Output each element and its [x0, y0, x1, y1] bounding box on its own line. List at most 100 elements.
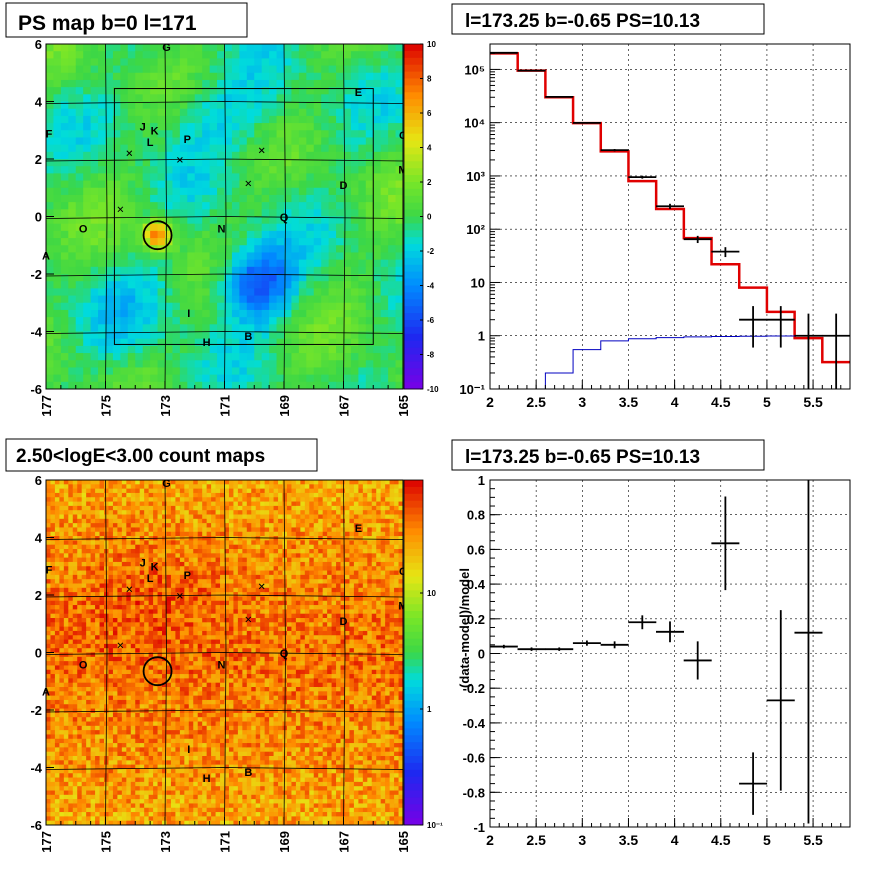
count-map-cell	[108, 531, 114, 537]
count-map-cell	[90, 553, 96, 558]
ps-map-cell	[60, 252, 69, 261]
count-map-cell	[50, 695, 56, 701]
count-map-cell	[112, 639, 118, 645]
ps-map-cell	[105, 65, 114, 74]
count-map-cell	[63, 773, 69, 778]
ps-map-cell	[254, 51, 263, 59]
count-map-cell	[184, 626, 190, 632]
ps-map-cell	[98, 65, 106, 74]
ps-map-cell	[284, 274, 292, 282]
ps-map-cell	[239, 79, 248, 88]
ps-map-cell	[187, 259, 196, 268]
ps-map-cell	[202, 223, 211, 232]
ps-map-cell	[239, 331, 248, 340]
ps-map-cell	[254, 94, 263, 102]
ps-map-cell	[165, 173, 173, 181]
count-map-cell	[86, 622, 91, 627]
count-map-cell	[72, 553, 78, 558]
count-map-cell	[54, 730, 60, 735]
count-map-cell	[175, 712, 181, 718]
ps-map-cell	[105, 266, 114, 275]
ps-map-cell	[388, 44, 396, 52]
map-grid-line	[45, 158, 404, 162]
count-map-cell	[95, 531, 100, 537]
ps-map-cell	[179, 381, 188, 390]
count-map-cell	[170, 717, 176, 722]
ps-map-cell	[373, 259, 382, 268]
ps-map-cell	[380, 123, 389, 131]
ps-map-cell	[202, 309, 211, 318]
ps-map-cell	[276, 324, 285, 332]
ps-map-cell	[209, 266, 218, 275]
count-map-cell	[121, 514, 127, 520]
count-map-cell	[86, 656, 91, 662]
ps-map-cell	[298, 252, 307, 261]
ps-map-cell	[120, 338, 129, 347]
ps-map-cell	[254, 288, 263, 296]
count-map-cell	[86, 566, 91, 571]
ps-map-cell	[90, 381, 99, 390]
ps-map-cell	[209, 216, 218, 225]
ps-map-cell	[224, 151, 233, 160]
ps-map-cell	[313, 230, 322, 239]
count-map-cell	[112, 656, 118, 662]
ps-map-cell	[373, 159, 382, 167]
ps-map-cell	[172, 317, 181, 325]
count-map-cell	[121, 682, 127, 688]
ps-map-cell	[83, 194, 92, 203]
ps-map-cell	[135, 360, 144, 368]
count-map-cell	[112, 717, 118, 722]
ps-map-cell	[380, 252, 389, 261]
ps-map-cell	[239, 223, 248, 232]
count-map-cell	[175, 812, 181, 817]
ps-map-cell	[328, 223, 337, 232]
ps-map-cell	[120, 360, 129, 368]
ps-map-cell	[276, 137, 285, 146]
ps-map-cell	[60, 288, 69, 296]
ps-map-cell	[187, 381, 196, 390]
count-map-cell	[46, 579, 51, 584]
count-map-cell	[95, 596, 100, 602]
ps-map-cell	[298, 324, 307, 332]
ps-map-cell	[336, 295, 344, 304]
count-map-cell	[144, 669, 149, 675]
count-map-cell	[153, 712, 158, 718]
ps-map-cell	[306, 166, 315, 174]
ps-map-cell	[239, 166, 248, 174]
ps-map-cell	[388, 331, 396, 340]
ps-map-cell	[373, 65, 382, 74]
ps-map-cell	[328, 374, 337, 383]
ps-map-cell	[239, 202, 248, 210]
count-map-cell	[179, 691, 185, 696]
ps-map-cell	[112, 302, 121, 311]
ps-map-cell	[261, 44, 270, 52]
count-map-cell	[95, 613, 100, 619]
source-label-F: F	[46, 128, 53, 140]
ps-map-cell	[239, 367, 248, 376]
ps-map-cell	[217, 51, 225, 59]
count-map-cell	[144, 574, 149, 580]
count-map-cell	[63, 618, 69, 623]
ps-map-cell	[53, 58, 62, 66]
ps-map-cell	[135, 288, 144, 296]
count-map-cell	[126, 794, 132, 800]
ps-map-cell	[373, 166, 382, 174]
count-map-cell	[121, 510, 127, 515]
count-map-cell	[95, 566, 100, 571]
ps-map-cell	[261, 345, 270, 354]
count-map-cell	[170, 648, 176, 653]
count-map-cell	[54, 799, 60, 804]
count-map-cell	[54, 678, 60, 683]
ps-map-cell	[83, 151, 92, 160]
count-map-cell	[117, 574, 123, 580]
count-map-cell	[81, 605, 87, 610]
ps-map-cell	[380, 159, 389, 167]
ps-map-cell	[261, 374, 270, 383]
count-map-cell	[59, 730, 65, 735]
count-map-cell	[139, 790, 145, 796]
count-map-cell	[59, 768, 65, 774]
count-map-cell	[112, 799, 118, 804]
count-map-cell	[90, 794, 96, 800]
ps-map-cell	[343, 209, 352, 217]
count-map-cell	[135, 609, 141, 614]
